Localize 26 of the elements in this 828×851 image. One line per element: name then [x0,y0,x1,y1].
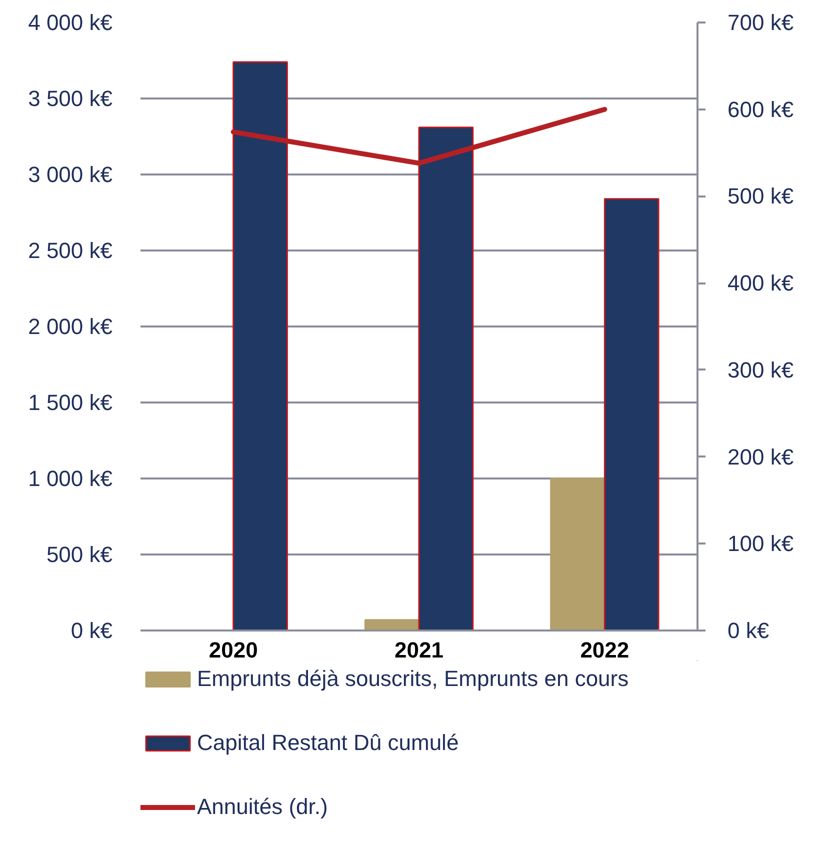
y-tick-label: 4 000 k€ [28,10,113,35]
y-tick-label: 0 k€ [70,618,113,643]
y2-tick-label: 500 k€ [728,184,794,209]
y2-tick-label: 100 k€ [728,531,794,556]
y2-tick-label: 200 k€ [728,444,794,470]
y2-tick-label: 700 k€ [728,10,794,35]
y-tick-label: 1 500 k€ [28,390,113,415]
y-tick-label: 2 000 k€ [28,314,113,339]
y2-tick-label: 600 k€ [728,96,794,122]
y2-tick-label: 300 k€ [728,357,794,382]
bar [604,198,660,630]
x-tick-label: 2022 [580,638,630,662]
x-tick-label: 2020 [208,638,258,662]
legend-label: Emprunts déjà souscrits, Emprunts en cours [197,666,629,692]
y-tick-label: 1 000 k€ [28,466,113,491]
legend-label: Capital Restant Dû cumulé [197,730,459,756]
y-tick-label: 3 000 k€ [28,162,113,187]
legend-label: Annuités (dr.) [197,794,328,820]
bar [550,478,606,630]
y2-tick-label: 0 k€ [728,618,770,643]
x-tick-label: 2021 [394,638,444,662]
y-tick-label: 500 k€ [46,542,113,567]
y2-tick-label: 400 k€ [728,270,794,296]
bar [364,619,420,630]
y-tick-label: 3 500 k€ [28,86,113,111]
y-tick-label: 2 500 k€ [28,238,113,263]
